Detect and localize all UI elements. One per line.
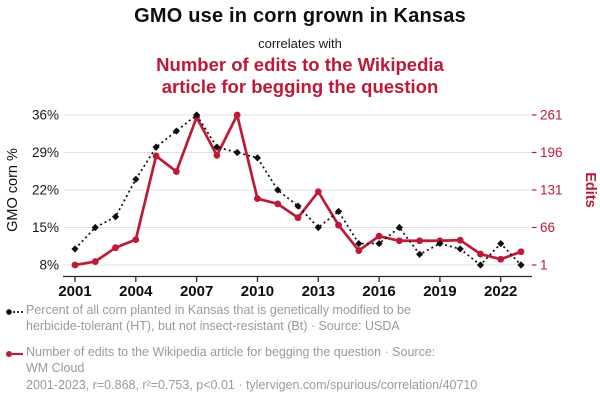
svg-text:1: 1 bbox=[540, 258, 548, 273]
legend-item-edits: Number of edits to the Wikipedia article… bbox=[5, 345, 435, 376]
svg-text:2013: 2013 bbox=[302, 283, 335, 300]
right-axis-title: Edits bbox=[582, 172, 598, 207]
dotted-line-marker-icon bbox=[6, 309, 23, 315]
series-gmo-corn bbox=[71, 111, 525, 269]
legend-edits-label: Number of edits to the Wikipedia article… bbox=[26, 345, 436, 375]
legend-gmo-label: Percent of all corn planted in Kansas th… bbox=[26, 303, 411, 333]
left-axis-title: GMO corn % bbox=[5, 148, 21, 232]
svg-text:15%: 15% bbox=[32, 220, 59, 235]
left-axis-tick-labels: 36% 29% 22% 15% 8% bbox=[32, 108, 59, 273]
svg-text:36%: 36% bbox=[32, 108, 59, 123]
svg-text:29%: 29% bbox=[32, 145, 59, 160]
page-title: GMO use in corn grown in Kansas bbox=[134, 5, 466, 27]
connector-text: correlates with bbox=[258, 36, 342, 51]
svg-text:261: 261 bbox=[540, 108, 563, 123]
solid-line-marker-icon bbox=[6, 351, 23, 357]
svg-text:2019: 2019 bbox=[423, 283, 456, 300]
right-axis-tick-labels: 261 196 131 66 1 bbox=[532, 108, 563, 273]
svg-text:66: 66 bbox=[540, 220, 555, 235]
x-axis: 2001 2004 2007 2010 2013 2016 2019 2022 bbox=[58, 275, 532, 300]
svg-text:2001: 2001 bbox=[58, 283, 91, 300]
svg-text:2022: 2022 bbox=[484, 283, 517, 300]
stats-citation: 2001-2023, r=0.868, r²=0.753, p<0.01 · t… bbox=[26, 378, 478, 392]
svg-text:196: 196 bbox=[540, 145, 563, 160]
grid-lines bbox=[64, 114, 532, 266]
legend-item-gmo: Percent of all corn planted in Kansas th… bbox=[5, 303, 411, 334]
svg-text:2016: 2016 bbox=[362, 283, 395, 300]
svg-text:8%: 8% bbox=[39, 258, 59, 273]
svg-text:2010: 2010 bbox=[241, 283, 274, 300]
series-wikipedia-edits bbox=[71, 111, 525, 269]
svg-text:131: 131 bbox=[540, 183, 563, 198]
svg-text:22%: 22% bbox=[32, 183, 59, 198]
red-subtitle: Number of edits to the Wikipedia article… bbox=[156, 54, 444, 97]
svg-text:2004: 2004 bbox=[119, 283, 153, 300]
svg-text:2007: 2007 bbox=[180, 283, 213, 300]
